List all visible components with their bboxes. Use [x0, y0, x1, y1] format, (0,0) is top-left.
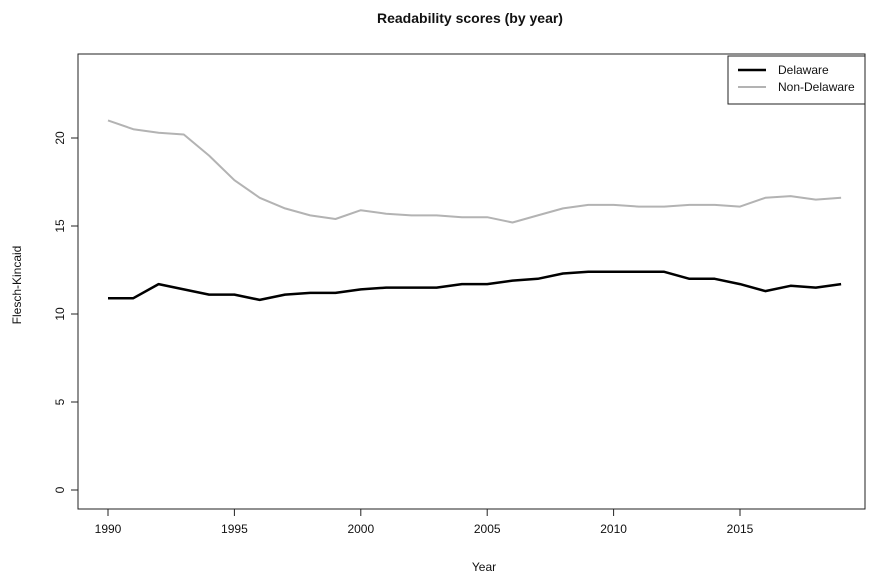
y-axis: 0 5 10 15 20	[53, 131, 78, 493]
legend-label-non-delaware: Non-Delaware	[778, 80, 855, 94]
y-tick-label: 5	[53, 398, 67, 405]
legend-label-delaware: Delaware	[778, 63, 829, 77]
x-tick-label: 2015	[727, 522, 754, 536]
series-line-non-delaware	[107, 119, 842, 224]
y-tick-label: 20	[53, 131, 67, 145]
x-axis: 1990 1995 2000 2005 2010 2015	[95, 509, 754, 536]
y-tick-label: 15	[53, 219, 67, 233]
series-lines	[107, 119, 842, 302]
chart-title: Readability scores (by year)	[377, 10, 563, 26]
legend-box	[727, 55, 866, 105]
x-tick-label: 2005	[474, 522, 501, 536]
x-tick-label: 2000	[347, 522, 374, 536]
x-tick-label: 1990	[95, 522, 122, 536]
y-tick-label: 0	[53, 486, 67, 493]
series-line-delaware	[108, 270, 842, 302]
y-axis-label: Flesch-Kincaid	[10, 246, 24, 325]
x-axis-label: Year	[472, 560, 496, 574]
y-tick-label: 10	[53, 307, 67, 321]
x-tick-label: 2010	[600, 522, 627, 536]
legend: Delaware Non-Delaware	[727, 55, 866, 105]
plot-frame	[77, 53, 866, 510]
x-tick-label: 1995	[221, 522, 248, 536]
